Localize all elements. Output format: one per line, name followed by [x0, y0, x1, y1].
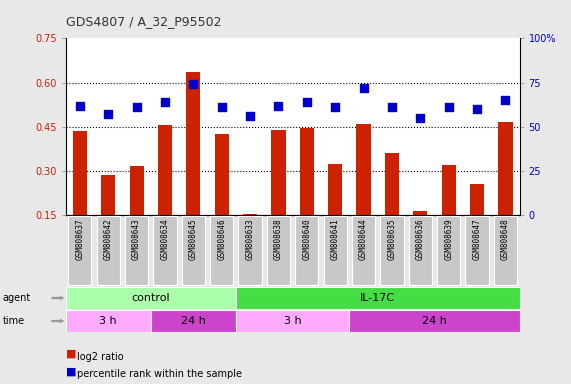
Text: GSM808636: GSM808636: [416, 218, 425, 260]
Bar: [498, 122, 513, 259]
Bar: [158, 125, 172, 259]
Text: GSM808635: GSM808635: [388, 218, 396, 260]
Text: GSM808642: GSM808642: [104, 218, 112, 260]
Text: GSM808646: GSM808646: [217, 218, 226, 260]
Bar: [151, 310, 236, 332]
Point: [189, 81, 198, 88]
Text: GSM808633: GSM808633: [246, 218, 255, 260]
Text: GSM808647: GSM808647: [473, 218, 481, 260]
Text: time: time: [3, 316, 25, 326]
Text: agent: agent: [3, 293, 31, 303]
Text: GSM808644: GSM808644: [359, 218, 368, 260]
FancyBboxPatch shape: [68, 217, 91, 285]
Point: [274, 103, 283, 109]
Bar: [385, 153, 399, 259]
Bar: [101, 175, 115, 259]
Bar: [441, 165, 456, 259]
Bar: [73, 131, 87, 259]
Point: [104, 111, 113, 118]
FancyBboxPatch shape: [295, 217, 319, 285]
FancyBboxPatch shape: [409, 217, 432, 285]
Bar: [470, 184, 484, 259]
Bar: [236, 287, 520, 309]
Point: [359, 85, 368, 91]
Point: [387, 104, 396, 110]
FancyBboxPatch shape: [465, 217, 489, 285]
Bar: [413, 210, 428, 259]
FancyBboxPatch shape: [324, 217, 347, 285]
FancyBboxPatch shape: [125, 217, 148, 285]
Bar: [236, 310, 349, 332]
Text: GSM808637: GSM808637: [75, 218, 85, 260]
FancyBboxPatch shape: [380, 217, 404, 285]
Text: 24 h: 24 h: [422, 316, 447, 326]
Text: ■: ■: [66, 349, 80, 359]
Bar: [66, 287, 236, 309]
Text: IL-17C: IL-17C: [360, 293, 395, 303]
Bar: [215, 134, 229, 259]
FancyBboxPatch shape: [182, 217, 205, 285]
Point: [302, 99, 311, 105]
Text: 3 h: 3 h: [99, 316, 117, 326]
FancyBboxPatch shape: [494, 217, 517, 285]
FancyBboxPatch shape: [437, 217, 460, 285]
FancyBboxPatch shape: [96, 217, 120, 285]
Point: [75, 103, 85, 109]
Point: [416, 115, 425, 121]
Bar: [271, 130, 286, 259]
Text: GSM808640: GSM808640: [302, 218, 311, 260]
Bar: [328, 164, 342, 259]
Text: GSM808641: GSM808641: [331, 218, 340, 260]
Text: percentile rank within the sample: percentile rank within the sample: [77, 369, 242, 379]
Bar: [349, 310, 520, 332]
Point: [246, 113, 255, 119]
Text: GSM808645: GSM808645: [189, 218, 198, 260]
Point: [132, 104, 141, 110]
Text: log2 ratio: log2 ratio: [77, 352, 124, 362]
FancyBboxPatch shape: [154, 217, 176, 285]
Bar: [356, 124, 371, 259]
Text: GSM808638: GSM808638: [274, 218, 283, 260]
Bar: [66, 310, 151, 332]
FancyBboxPatch shape: [352, 217, 375, 285]
Text: ■: ■: [66, 366, 80, 376]
Bar: [300, 128, 314, 259]
Text: GSM808643: GSM808643: [132, 218, 141, 260]
Point: [160, 99, 170, 105]
FancyBboxPatch shape: [239, 217, 262, 285]
Point: [472, 106, 481, 112]
FancyBboxPatch shape: [210, 217, 234, 285]
Text: GSM808648: GSM808648: [501, 218, 510, 260]
Point: [501, 97, 510, 103]
FancyBboxPatch shape: [267, 217, 290, 285]
Text: control: control: [131, 293, 170, 303]
Point: [444, 104, 453, 110]
Text: 24 h: 24 h: [181, 316, 206, 326]
Text: 3 h: 3 h: [284, 316, 301, 326]
Text: GDS4807 / A_32_P95502: GDS4807 / A_32_P95502: [66, 15, 221, 28]
Text: GSM808634: GSM808634: [160, 218, 170, 260]
Point: [217, 104, 226, 110]
Bar: [243, 214, 257, 259]
Point: [331, 104, 340, 110]
Bar: [130, 167, 144, 259]
Text: GSM808639: GSM808639: [444, 218, 453, 260]
Bar: [186, 72, 200, 259]
